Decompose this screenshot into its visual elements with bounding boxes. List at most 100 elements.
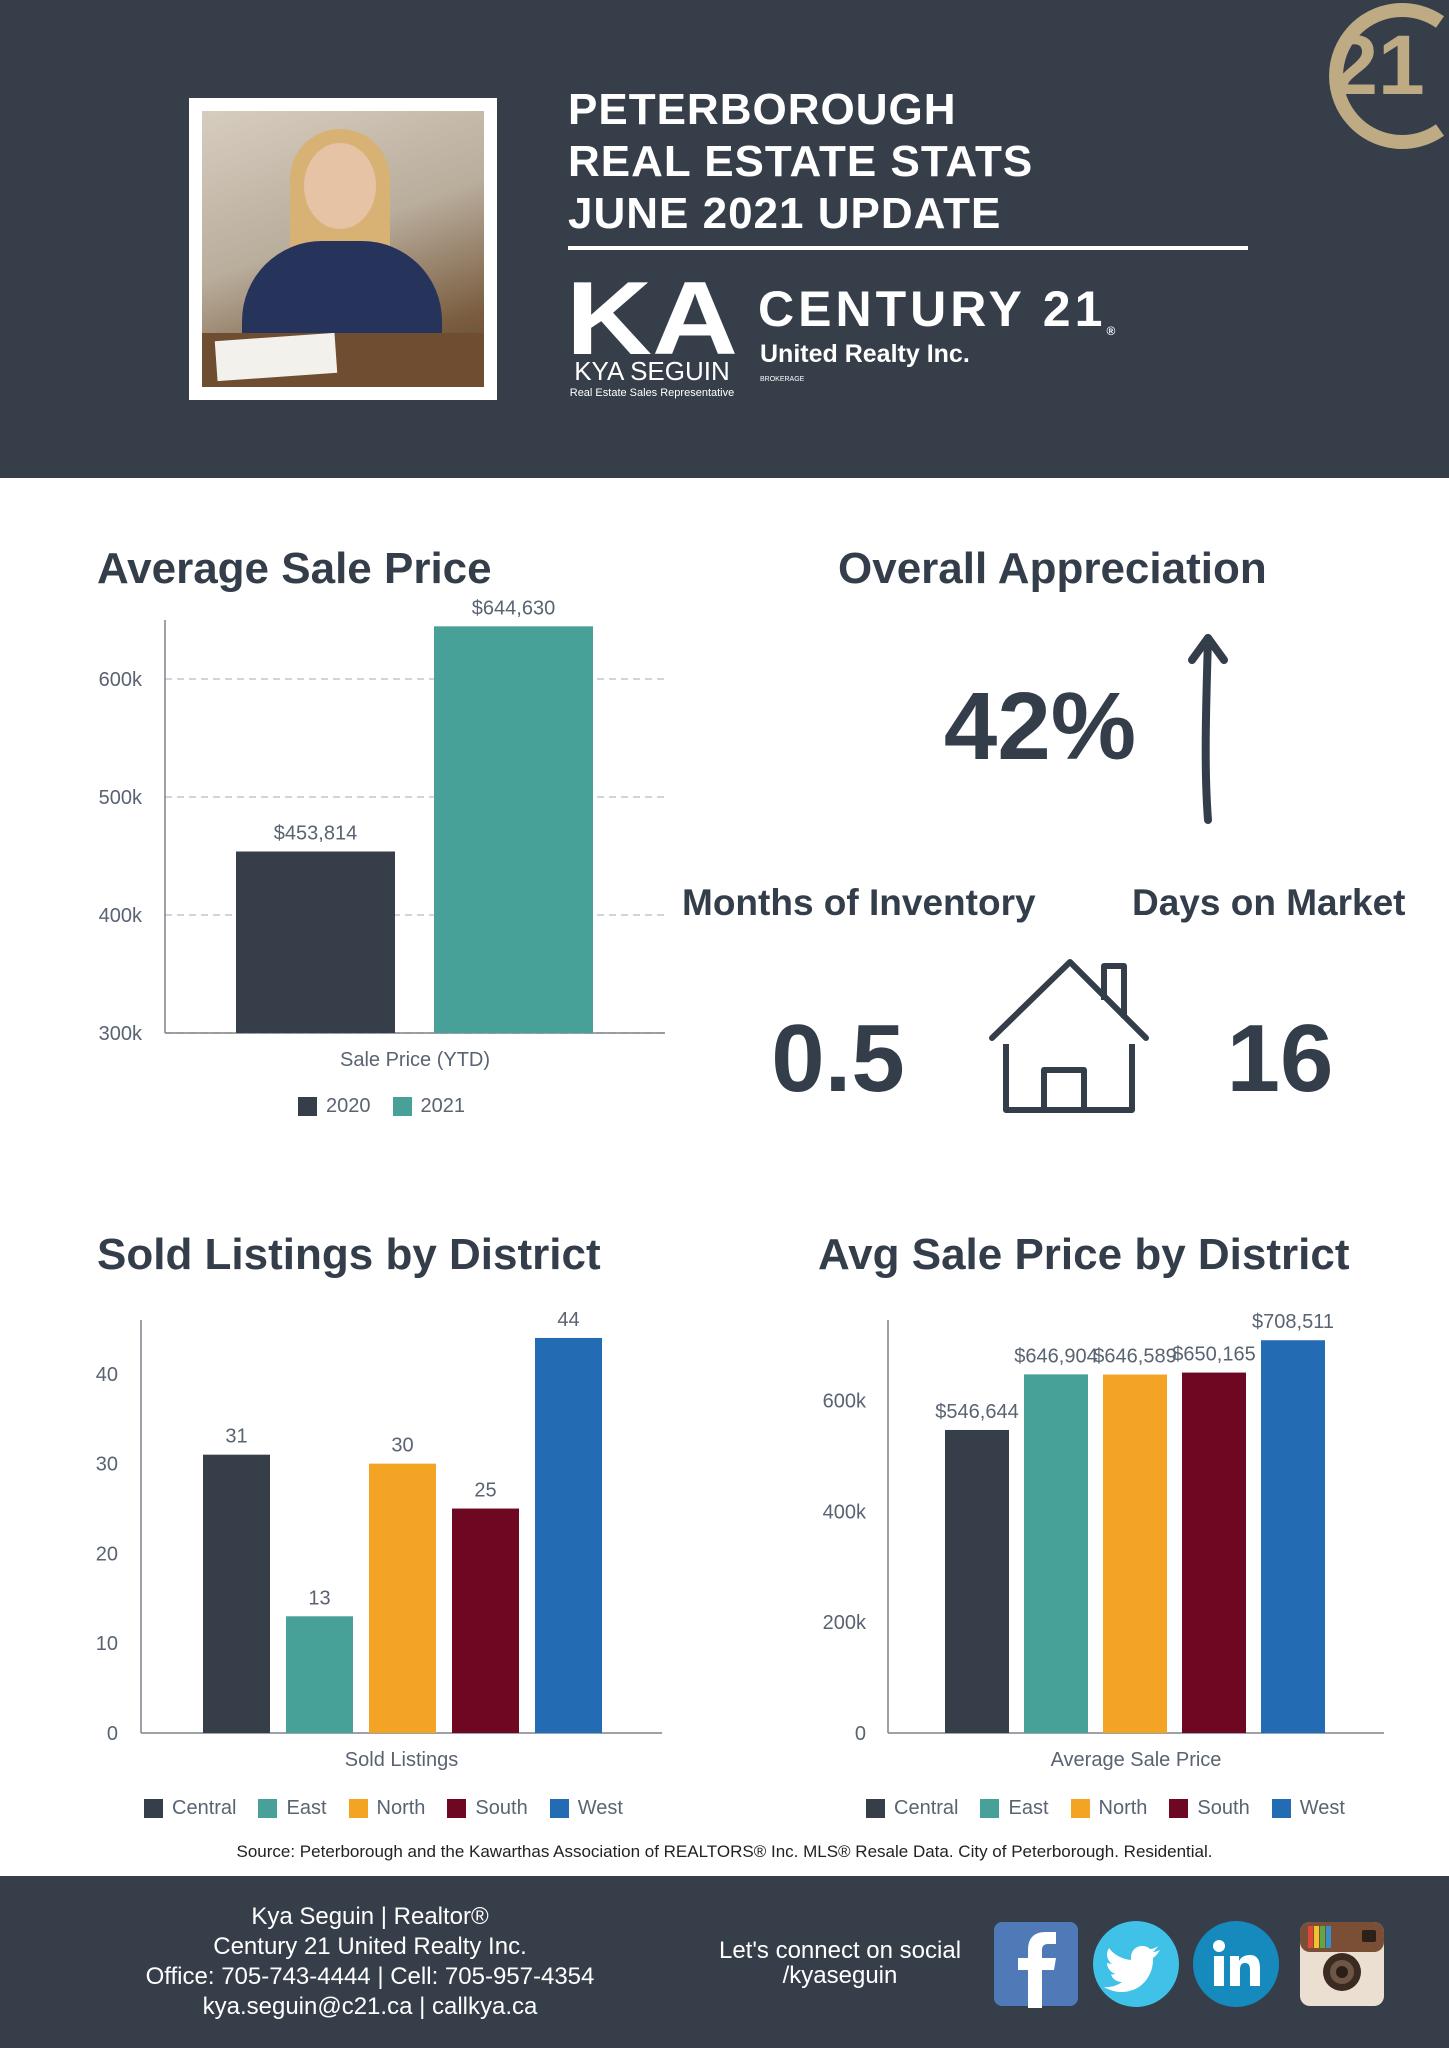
page-title: PETERBOROUGH REAL ESTATE STATS JUNE 2021… <box>568 84 1033 240</box>
social-handle: /kyaseguin <box>782 1962 898 1989</box>
linkedin-icon[interactable] <box>1192 1920 1280 2008</box>
up-arrow-icon <box>1188 634 1228 824</box>
avg-sale-price-legend-item: 2020 <box>298 1095 371 1118</box>
twitter-icon[interactable] <box>1092 1920 1180 2008</box>
house-icon <box>989 959 1149 1113</box>
avg-price-district-legend-item: South <box>1169 1797 1250 1820</box>
avg-price-district-legend-swatch <box>980 1799 1000 1818</box>
avg-sale-price-legend-swatch <box>298 1097 317 1116</box>
sold-listings-bar-east <box>286 1616 353 1733</box>
avg-sale-price-title: Average Sale Price <box>97 544 492 593</box>
appreciation-title: Overall Appreciation <box>838 544 1267 593</box>
avg-price-district-ytick-label: 600k <box>823 1390 867 1412</box>
footer: Kya Seguin | Realtor® Century 21 United … <box>0 1876 1449 2048</box>
sold-listings-legend-item: West <box>549 1797 623 1820</box>
avg-price-district-legend-label: East <box>1008 1797 1049 1819</box>
agent-role: Real Estate Sales Representative <box>569 387 735 399</box>
social-connect-text: Let's connect on social <box>718 1937 962 1964</box>
sold-listings-legend-item: East <box>258 1797 327 1820</box>
avg-price-district-legend-label: South <box>1197 1797 1250 1819</box>
source-note: Source: Peterborough and the Kawarthas A… <box>236 1842 1213 1861</box>
c21-seal-logo: 21 <box>1329 3 1445 149</box>
brokerage-label: BROKERAGE <box>760 376 805 383</box>
sold-listings-legend-label: West <box>577 1797 623 1819</box>
avg-price-district-bar-west <box>1261 1340 1325 1733</box>
avg-price-district-ytick-label: 0 <box>855 1723 866 1745</box>
avg-sale-price-bar-2020 <box>236 851 395 1033</box>
avg-sale-price-bar-2021 <box>434 626 593 1033</box>
sold-listings-data-label: 31 <box>225 1426 247 1448</box>
c21-seal-text: 21 <box>1331 18 1424 112</box>
avg-price-district-legend-label: Central <box>894 1797 959 1819</box>
avg-sale-price-data-label: $644,630 <box>472 597 555 619</box>
contact-company: Century 21 United Realty Inc. <box>213 1933 527 1960</box>
avg-price-district-data-label: $546,644 <box>935 1401 1018 1423</box>
avg-price-district-bar-south <box>1182 1372 1246 1733</box>
sold-listings-legend-label: East <box>286 1797 327 1819</box>
avg-price-district-legend-label: West <box>1299 1797 1345 1819</box>
avg-price-district-title: Avg Sale Price by District <box>818 1230 1350 1279</box>
sold-listings-x-label: Sold Listings <box>345 1749 458 1771</box>
sold-listings-ytick-label: 10 <box>96 1633 118 1655</box>
months-inventory-label: Months of Inventory <box>682 882 1036 923</box>
sold-listings-title: Sold Listings by District <box>97 1230 601 1279</box>
avg-price-district-data-label: $646,589 <box>1093 1346 1176 1368</box>
sold-listings-legend-label: South <box>475 1797 528 1819</box>
sold-listings-ytick-label: 30 <box>96 1454 118 1476</box>
avg-price-district-ytick-label: 200k <box>823 1612 867 1634</box>
avg-price-district-x-label: Average Sale Price <box>1051 1749 1222 1771</box>
sold-listings-legend-label: Central <box>172 1797 237 1819</box>
sold-listings-bar-north <box>369 1463 436 1733</box>
sold-listings-bar-central <box>203 1454 270 1733</box>
avg-price-district-ytick-label: 400k <box>823 1501 867 1523</box>
months-inventory-value: 0.5 <box>771 1005 905 1112</box>
avg-sale-price-legend-label: 2021 <box>420 1095 466 1117</box>
sold-listings-ytick-label: 40 <box>96 1364 118 1386</box>
avg-price-district-legend-swatch <box>866 1799 885 1818</box>
social-connect: Let's connect on social /kyaseguin <box>700 1938 980 1988</box>
avg-price-district-legend-item: North <box>1070 1797 1148 1820</box>
avg-price-district-data-label: $646,904 <box>1014 1345 1097 1367</box>
avg-price-district-legend-item: East <box>980 1797 1049 1820</box>
sold-listings-ytick-label: 0 <box>107 1723 118 1745</box>
sold-listings-legend-item: North <box>348 1797 426 1820</box>
avg-price-district-data-label: $650,165 <box>1172 1344 1255 1366</box>
sold-listings-legend-swatch <box>348 1799 368 1818</box>
days-on-market-label: Days on Market <box>1132 882 1406 923</box>
avg-price-district-legend-item: West <box>1271 1797 1345 1820</box>
avg-sale-price-legend-swatch <box>392 1097 412 1116</box>
sold-listings-legend-swatch <box>447 1799 467 1818</box>
title-line-2: REAL ESTATE STATS <box>568 137 1034 186</box>
title-line-1: PETERBOROUGH <box>568 85 957 134</box>
avg-price-district-legend: Central East North South West <box>866 1797 1367 1820</box>
avg-price-district-legend-label: North <box>1098 1797 1148 1819</box>
contact-info: Kya Seguin | Realtor® Century 21 United … <box>110 1902 630 2022</box>
avg-price-district-legend-swatch <box>1271 1799 1291 1818</box>
days-on-market-value: 16 <box>1226 1005 1334 1112</box>
sold-listings-legend-swatch <box>258 1799 278 1818</box>
sold-listings-data-label: 13 <box>308 1587 330 1609</box>
sold-listings-bar-west <box>535 1337 602 1733</box>
avg-price-district-bar-east <box>1024 1374 1088 1733</box>
contact-name: Kya Seguin | Realtor® <box>251 1903 489 1930</box>
avg-price-district-legend-swatch <box>1169 1799 1189 1818</box>
agent-photo <box>189 98 497 400</box>
avg-sale-price-x-label: Sale Price (YTD) <box>340 1049 490 1071</box>
avg-price-district-data-label: $708,511 <box>1252 1311 1334 1333</box>
appreciation-value: 42% <box>943 673 1137 780</box>
avg-sale-price-ytick-label: 300k <box>99 1023 143 1045</box>
facebook-icon[interactable] <box>992 1920 1080 2008</box>
avg-sale-price-legend: 2020 2021 <box>298 1095 487 1118</box>
sold-listings-data-label: 25 <box>474 1480 496 1502</box>
sold-listings-data-label: 30 <box>391 1435 413 1457</box>
sold-listings-legend-swatch <box>144 1799 163 1818</box>
agent-name: KYA SEGUIN <box>574 356 730 386</box>
sold-listings-ytick-label: 20 <box>96 1543 118 1565</box>
ka-logo-text: KA <box>566 272 738 358</box>
instagram-icon[interactable] <box>1298 1920 1386 2008</box>
contact-phone: Office: 705-743-4444 | Cell: 705-957-435… <box>145 1963 595 1990</box>
sold-listings-data-label: 44 <box>557 1309 579 1331</box>
sold-listings-legend-label: North <box>376 1797 426 1819</box>
avg-sale-price-ytick-label: 400k <box>99 905 143 927</box>
sold-listings-legend-item: South <box>447 1797 528 1820</box>
